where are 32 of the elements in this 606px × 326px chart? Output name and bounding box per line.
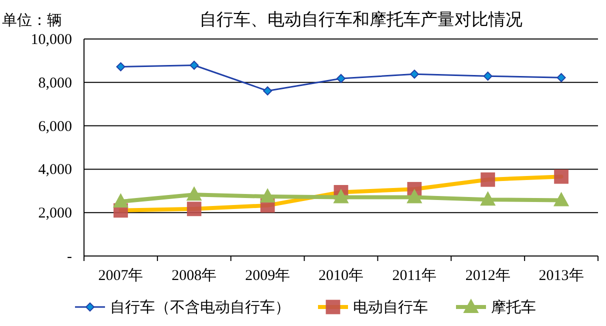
- y-tick-label: 10,000: [30, 32, 72, 48]
- x-tick-label: 2008年: [172, 267, 217, 284]
- legend-label: 自行车（不含电动自行车）: [110, 299, 290, 316]
- legend-label: 摩托车: [491, 299, 536, 316]
- y-tick-label: 8,000: [38, 75, 72, 92]
- point: [116, 62, 126, 72]
- x-tick-label: 2011年: [392, 267, 437, 284]
- point: [190, 60, 199, 70]
- point: [483, 72, 492, 81]
- legend-label: 电动自行车: [353, 299, 428, 316]
- point: [263, 86, 272, 96]
- y-tick-label: 4,000: [38, 162, 72, 178]
- point: [336, 74, 346, 83]
- point: [333, 188, 349, 204]
- y-tick-label: -: [67, 249, 72, 265]
- y-axis-title: 单位：辆: [2, 12, 62, 29]
- x-tick-label: 2010年: [318, 267, 364, 284]
- point: [556, 73, 566, 82]
- x-tick-label: 2013年: [538, 267, 584, 284]
- point: [112, 193, 129, 208]
- y-tick-label: 2,000: [38, 206, 72, 222]
- x-tick-label: 2009年: [245, 267, 290, 284]
- y-tick-label: 6,000: [38, 118, 72, 135]
- x-tick-label: 2012年: [465, 267, 510, 284]
- point: [410, 70, 419, 79]
- chart-title: 自行车、电动自行车和摩托车产量对比情况: [200, 10, 522, 29]
- point: [553, 192, 570, 206]
- point: [480, 191, 496, 206]
- point: [260, 188, 276, 203]
- point: [186, 186, 202, 201]
- x-tick-label: 2007年: [98, 267, 144, 284]
- point: [406, 188, 422, 204]
